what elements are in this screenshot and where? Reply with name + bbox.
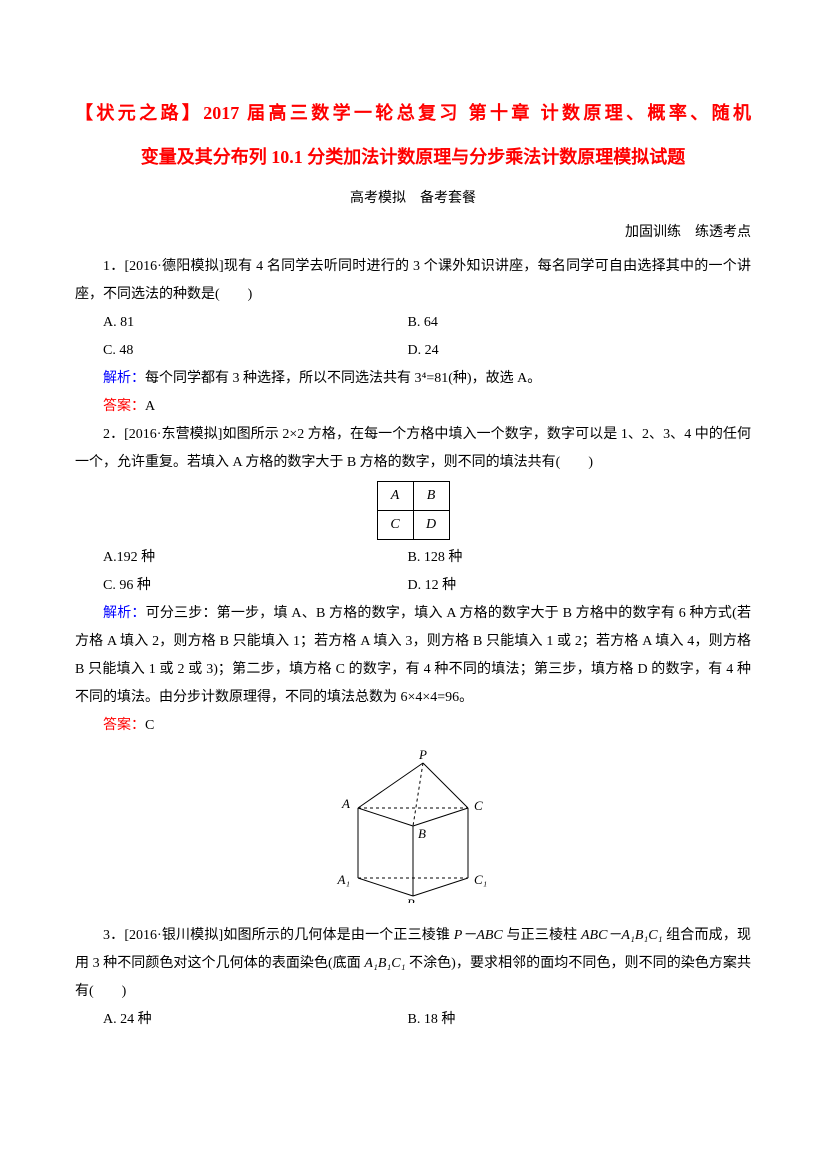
q2-options-row-1: A.192 种 B. 128 种: [75, 544, 751, 572]
q1-options-row-1: A. 81 B. 64: [75, 309, 751, 337]
right-note: 加固训练 练透考点: [75, 219, 751, 247]
q2-analysis: 解析：可分三步：第一步，填 A、B 方格的数字，填入 A 方格的数字大于 B 方…: [75, 600, 751, 712]
grid-cell-a: A: [377, 482, 413, 511]
q1-options-row-2: C. 48 D. 24: [75, 337, 751, 365]
title-line-1: 【状元之路】2017 届高三数学一轮总复习 第十章 计数原理、概率、随机: [75, 95, 751, 131]
answer-label: 答案：: [103, 718, 145, 733]
svg-text:C₁: C₁: [474, 872, 487, 887]
q2-answer-text: C: [145, 718, 154, 733]
prism-figure-svg: P A B C A₁ B₁ C₁: [328, 748, 498, 903]
title-line-2: 变量及其分布列 10.1 分类加法计数原理与分步乘法计数原理模拟试题: [75, 139, 751, 175]
analysis-label: 解析：: [103, 606, 146, 621]
svg-text:A₁: A₁: [337, 872, 350, 887]
grid-cell-b: B: [413, 482, 449, 511]
q3-base: A₁B₁C₁: [364, 956, 405, 971]
answer-label: 答案：: [103, 399, 145, 414]
q1-opt-a: A. 81: [103, 309, 408, 337]
grid-cell-d: D: [413, 511, 449, 540]
q1-opt-d: D. 24: [408, 337, 751, 365]
q2-opt-b: B. 128 种: [408, 544, 751, 572]
svg-text:B: B: [418, 826, 426, 841]
analysis-label: 解析：: [103, 371, 145, 386]
q3-opt-b: B. 18 种: [408, 1006, 751, 1034]
grid-table: A B C D: [377, 481, 450, 540]
svg-text:A: A: [341, 796, 350, 811]
q3-intro: 3．[2016·银川模拟]如图所示的几何体是由一个正三棱锥 P－ABC 与正三棱…: [75, 922, 751, 1006]
grid-cell-c: C: [377, 511, 413, 540]
q1-answer: 答案：A: [75, 393, 751, 421]
svg-text:B₁: B₁: [407, 896, 419, 903]
q3-intro-p2: 与正三棱柱: [503, 928, 581, 943]
q1-intro: 1．[2016·德阳模拟]现有 4 名同学去听同时进行的 3 个课外知识讲座，每…: [75, 253, 751, 309]
q2-analysis-text: 可分三步：第一步，填 A、B 方格的数字，填入 A 方格的数字大于 B 方格中的…: [75, 606, 751, 705]
q3-options-row-1: A. 24 种 B. 18 种: [75, 1006, 751, 1034]
q1-opt-b: B. 64: [408, 309, 751, 337]
q1-analysis-text: 每个同学都有 3 种选择，所以不同选法共有 3⁴=81(种)，故选 A。: [145, 371, 541, 386]
subtitle: 高考模拟 备考套餐: [75, 185, 751, 213]
q2-opt-c: C. 96 种: [103, 572, 408, 600]
q1-analysis: 解析：每个同学都有 3 种选择，所以不同选法共有 3⁴=81(种)，故选 A。: [75, 365, 751, 393]
q2-opt-d: D. 12 种: [408, 572, 751, 600]
q2-intro: 2．[2016·东营模拟]如图所示 2×2 方格，在每一个方格中填入一个数字，数…: [75, 421, 751, 477]
svg-text:P: P: [418, 748, 427, 762]
q3-intro-p1: 3．[2016·银川模拟]如图所示的几何体是由一个正三棱锥: [103, 928, 454, 943]
q3-pabc: P－ABC: [454, 928, 503, 943]
svg-text:C: C: [474, 798, 483, 813]
q1-answer-text: A: [145, 399, 155, 414]
q2-opt-a: A.192 种: [103, 544, 408, 572]
q3-prism: ABC－A₁B₁C₁: [581, 928, 662, 943]
q3-opt-a: A. 24 种: [103, 1006, 408, 1034]
q2-answer: 答案：C: [75, 712, 751, 740]
q2-options-row-2: C. 96 种 D. 12 种: [75, 572, 751, 600]
q3-figure: P A B C A₁ B₁ C₁: [75, 748, 751, 914]
q1-opt-c: C. 48: [103, 337, 408, 365]
